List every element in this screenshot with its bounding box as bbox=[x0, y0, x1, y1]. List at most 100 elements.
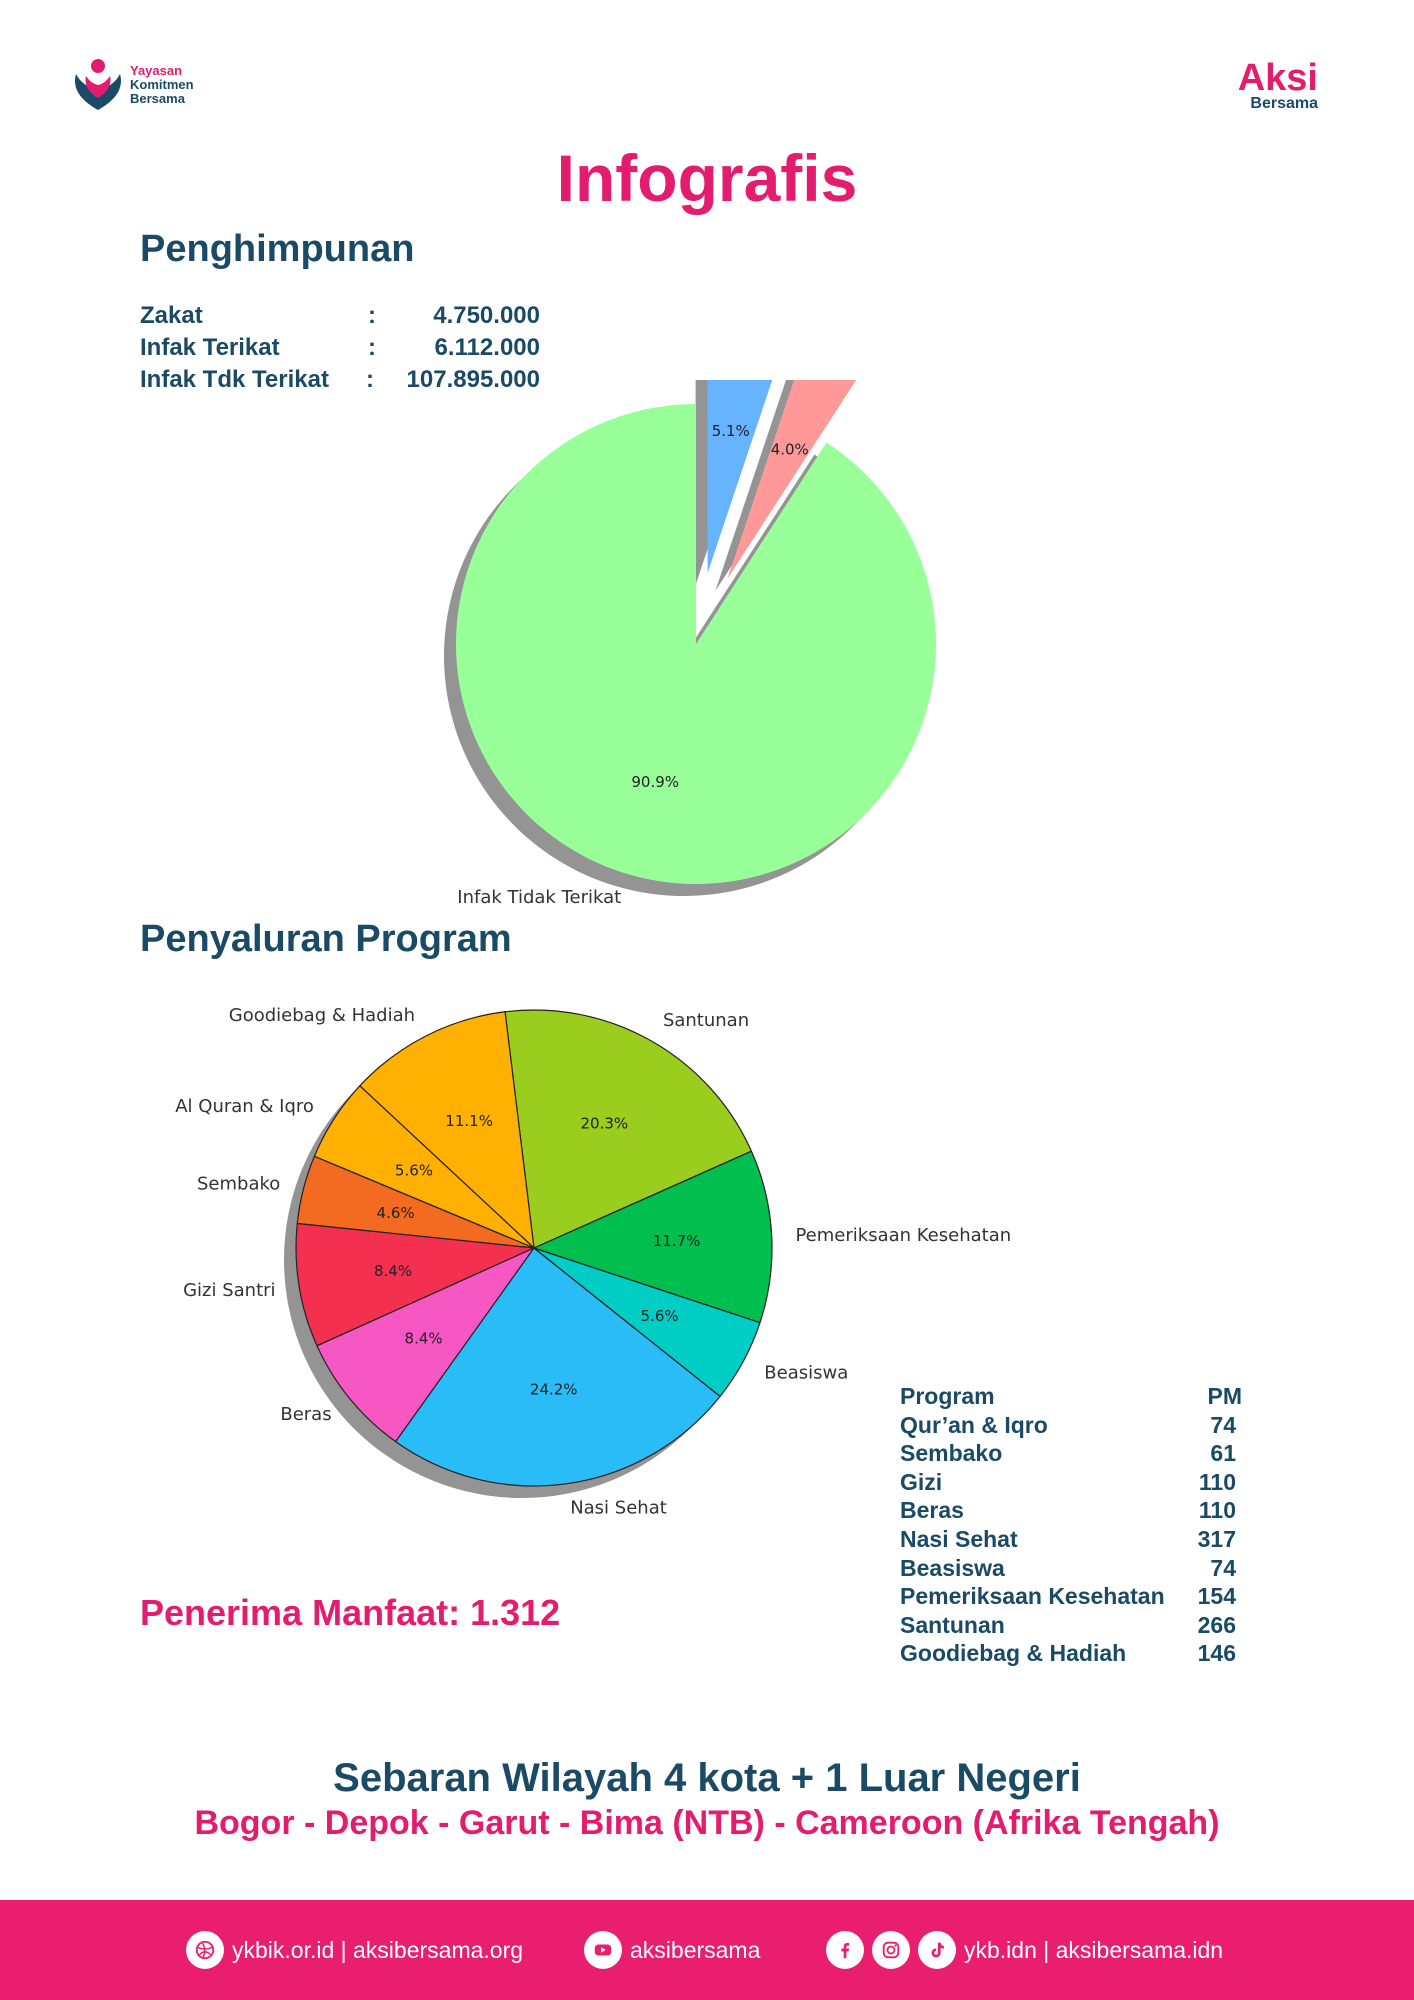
page-title: Infografis bbox=[556, 141, 858, 215]
pie-category-label: Goodiebag & Hadiah bbox=[229, 1005, 415, 1026]
fund-label: Infak Tdk Terikat bbox=[140, 366, 329, 393]
ykb-logo: Yayasan Komitmen Bersama bbox=[70, 54, 230, 114]
globe-icon bbox=[186, 1931, 224, 1969]
ykb-logo-line-1: Yayasan bbox=[130, 63, 183, 78]
program-name: Sembako bbox=[900, 1440, 1003, 1467]
pie-slice-beras bbox=[316, 1247, 535, 1443]
ykb-logo-mark-icon bbox=[74, 59, 122, 110]
program-name: Nasi Sehat bbox=[900, 1525, 1018, 1552]
pie-category-label: Gizi Santri bbox=[183, 1280, 275, 1301]
fund-separator: : bbox=[366, 366, 374, 393]
pie-category-label: Sembako bbox=[197, 1173, 280, 1194]
pie-percent-label: 24.2% bbox=[530, 1380, 578, 1398]
pie-category-label: Infak Tidak Terikat bbox=[457, 887, 621, 908]
pie-percent-label: 5.6% bbox=[395, 1162, 433, 1180]
pie-percent-label: 5.1% bbox=[712, 422, 750, 440]
footer-bar: ykbik.or.id | aksibersama.org aksibersam… bbox=[0, 1900, 1414, 2000]
instagram-icon[interactable] bbox=[872, 1931, 910, 1969]
section-title-penghimpunan: Penghimpunan bbox=[140, 228, 415, 270]
fund-row: Infak Terikat : 6.112.000 bbox=[140, 332, 540, 364]
table-row: Goodiebag & Hadiah 146 bbox=[900, 1639, 1246, 1668]
fund-label: Infak Terikat bbox=[140, 334, 280, 361]
program-pm-value: 74 bbox=[1210, 1411, 1236, 1438]
aksi-logo-line-1: Aksi bbox=[1237, 57, 1318, 99]
fund-value: 4.750.000 bbox=[433, 302, 540, 329]
program-table-header: Program PM bbox=[900, 1382, 1246, 1411]
region-heading: Sebaran Wilayah 4 kota + 1 Luar Negeri bbox=[333, 1756, 1081, 1800]
table-row: Nasi Sehat 317 bbox=[900, 1525, 1246, 1554]
facebook-icon[interactable] bbox=[826, 1931, 864, 1969]
pie-slice-nasi-sehat bbox=[395, 1247, 721, 1487]
pie-category-label: Al Quran & Iqro bbox=[175, 1096, 314, 1117]
pie-percent-label: 5.6% bbox=[641, 1307, 679, 1325]
aksi-bersama-logo: Aksi Bersama bbox=[1208, 57, 1318, 112]
program-pm-value: 74 bbox=[1210, 1554, 1236, 1581]
program-pm-value: 154 bbox=[1197, 1583, 1236, 1610]
program-pm-value: 146 bbox=[1197, 1640, 1236, 1667]
pie-percent-label: 11.7% bbox=[653, 1232, 701, 1250]
table-row: Santunan 266 bbox=[900, 1611, 1246, 1640]
program-pm-value: 110 bbox=[1198, 1497, 1236, 1524]
pie-slice-pemeriksaan-kesehatan bbox=[533, 1150, 773, 1324]
program-pm-value: 266 bbox=[1197, 1611, 1236, 1638]
footer-youtube-text: aksibersama bbox=[630, 1936, 761, 1963]
footer-website[interactable]: ykbik.or.id | aksibersama.org bbox=[186, 1930, 523, 1970]
pie-slice-goodiebag-hadiah bbox=[359, 1011, 535, 1249]
program-name: Beras bbox=[900, 1497, 964, 1524]
pie-category-label: Pemeriksaan Kesehatan bbox=[795, 1225, 1011, 1246]
pie-slice-zakat bbox=[727, 380, 857, 580]
footer-social[interactable]: ykb.idn | aksibersama.idn bbox=[826, 1930, 1223, 1970]
table-row: Qur’an & Iqro 74 bbox=[900, 1411, 1246, 1440]
program-name: Beasiswa bbox=[900, 1554, 1005, 1581]
pie-percent-label: 20.3% bbox=[581, 1115, 629, 1133]
fund-separator: : bbox=[368, 302, 376, 329]
fund-summary: Zakat : 4.750.000 Infak Terikat : 6.112.… bbox=[140, 300, 540, 396]
column-header-pm: PM bbox=[1207, 1383, 1243, 1409]
fund-value: 107.895.000 bbox=[406, 366, 540, 393]
pie-percent-label: 90.9% bbox=[631, 773, 679, 791]
pie-category-label: Beasiswa bbox=[764, 1363, 848, 1384]
program-name: Gizi bbox=[900, 1468, 943, 1495]
column-header-program: Program bbox=[900, 1383, 995, 1409]
program-pm-value: 317 bbox=[1197, 1525, 1236, 1552]
footer-social-text: ykb.idn | aksibersama.idn bbox=[964, 1936, 1224, 1963]
fund-label: Zakat bbox=[140, 302, 203, 329]
pie-percent-label: 4.0% bbox=[771, 440, 809, 458]
pie-percent-label: 4.6% bbox=[377, 1204, 415, 1222]
table-row: Beras 110 bbox=[900, 1496, 1246, 1525]
youtube-icon bbox=[584, 1931, 622, 1969]
beneficiaries-total: Penerima Manfaat: 1.312 bbox=[140, 1592, 561, 1633]
program-table: Program PM Qur’an & Iqro 74 Sembako 61 Gizi 1… bbox=[900, 1382, 1246, 1668]
fund-row: Infak Tdk Terikat : 107.895.000 bbox=[140, 364, 540, 396]
footer-youtube[interactable]: aksibersama bbox=[584, 1930, 760, 1970]
pie-slice-infak-tidak-terikat bbox=[456, 404, 936, 884]
program-name: Goodiebag & Hadiah bbox=[900, 1640, 1127, 1667]
table-row: Gizi 110 bbox=[900, 1468, 1246, 1497]
pie-percent-label: 8.4% bbox=[405, 1330, 443, 1348]
section-title-penyaluran: Penyaluran Program bbox=[140, 918, 512, 960]
footer-website-text: ykbik.or.id | aksibersama.org bbox=[232, 1936, 524, 1963]
pie-category-label: Santunan bbox=[663, 1010, 749, 1031]
pie-category-label: Beras bbox=[280, 1404, 331, 1425]
pie-slice-santunan bbox=[504, 1009, 753, 1249]
program-name: Pemeriksaan Kesehatan bbox=[900, 1583, 1165, 1610]
table-row: Beasiswa 74 bbox=[900, 1554, 1246, 1583]
ykb-logo-line-2: Komitmen bbox=[130, 77, 194, 92]
aksi-logo-line-2: Bersama bbox=[1250, 95, 1318, 112]
fund-separator: : bbox=[368, 334, 376, 361]
pie-slice-infak-terikat bbox=[707, 380, 773, 573]
table-row: Sembako 61 bbox=[900, 1439, 1246, 1468]
program-pm-value: 61 bbox=[1210, 1440, 1236, 1467]
pie-percent-label: 8.4% bbox=[374, 1262, 412, 1280]
fund-value: 6.112.000 bbox=[434, 334, 540, 361]
program-name: Santunan bbox=[900, 1611, 1005, 1638]
tiktok-icon[interactable] bbox=[918, 1931, 956, 1969]
penghimpunan-pie-chart: 4.0%Zakat5.1%Infak Terikat90.9%Infak Tid… bbox=[444, 380, 936, 908]
program-pm-value: 110 bbox=[1198, 1468, 1236, 1495]
pie-percent-label: 11.1% bbox=[445, 1112, 493, 1130]
fund-row: Zakat : 4.750.000 bbox=[140, 300, 540, 332]
table-row: Pemeriksaan Kesehatan 154 bbox=[900, 1582, 1246, 1611]
pie-slice-gizi-santri bbox=[295, 1222, 535, 1347]
ykb-logo-line-3: Bersama bbox=[130, 91, 185, 106]
penyaluran-pie-chart: 20.3% Santunan 11.1% Goodiebag & Hadiah 5.6%… bbox=[175, 1005, 1011, 1519]
